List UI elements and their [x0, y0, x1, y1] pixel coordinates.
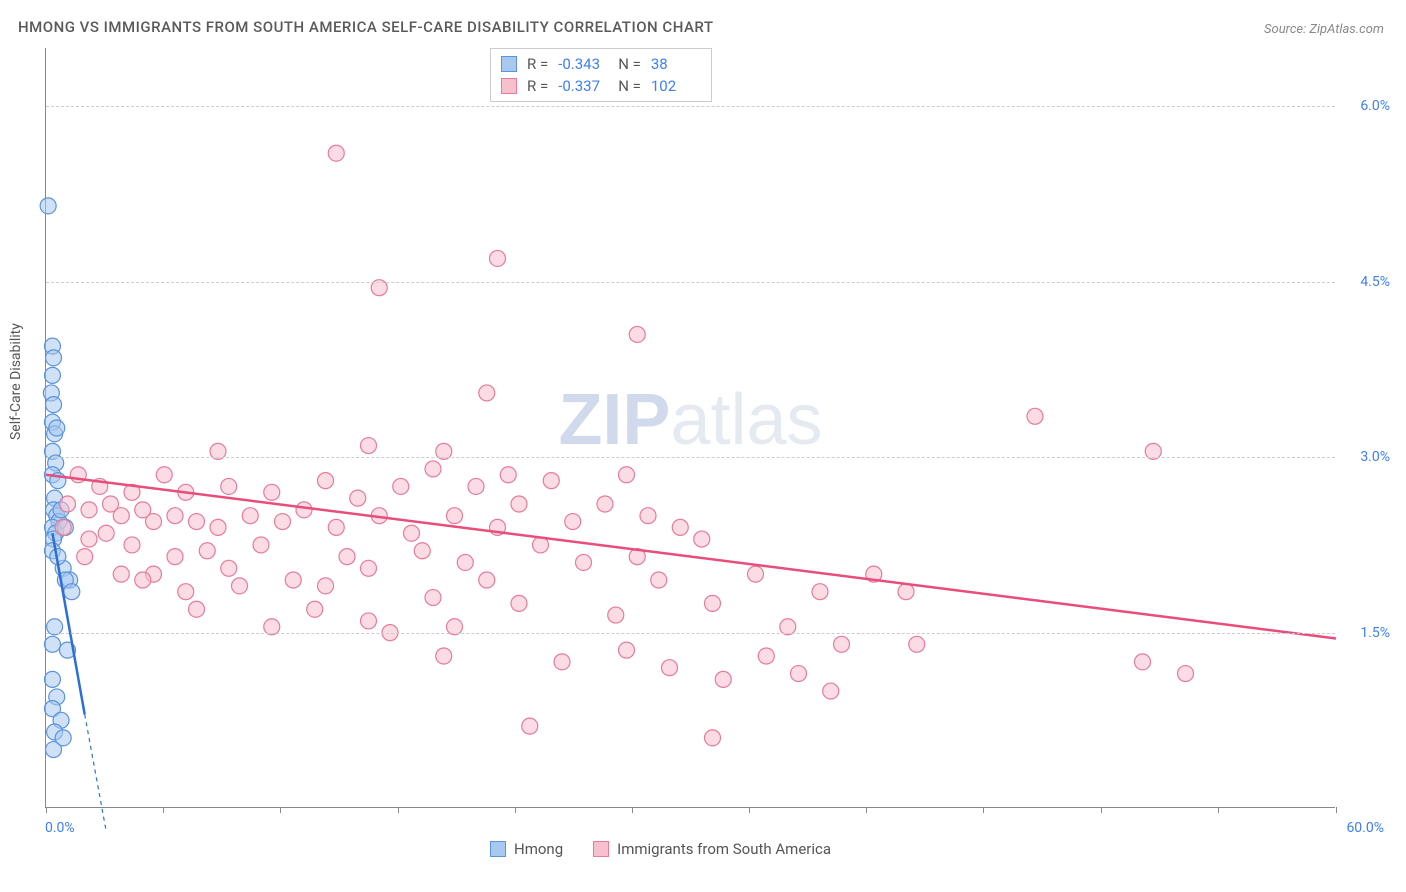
- plot-area: ZIPatlas 1.5%3.0%4.5%6.0%: [45, 48, 1335, 808]
- legend-item-hmong: Hmong: [490, 840, 563, 858]
- stats-row-immigrants: R = -0.337 N = 102: [501, 75, 701, 97]
- y-tick-label: 1.5%: [1360, 625, 1390, 641]
- y-tick-label: 4.5%: [1360, 274, 1390, 290]
- y-axis-label: Self-Care Disability: [8, 323, 24, 440]
- swatch-hmong: [490, 841, 506, 857]
- legend-label-hmong: Hmong: [514, 840, 563, 858]
- stats-row-hmong: R = -0.343 N = 38: [501, 53, 701, 75]
- swatch-immigrants: [593, 841, 609, 857]
- legend-label-immigrants: Immigrants from South America: [617, 840, 831, 858]
- n-value-immigrants: 102: [651, 75, 701, 97]
- x-axis-min-label: 0.0%: [45, 820, 75, 836]
- x-axis-max-label: 60.0%: [1346, 820, 1384, 836]
- n-label: N =: [618, 75, 641, 97]
- n-label: N =: [618, 53, 641, 75]
- chart-title: HMONG VS IMMIGRANTS FROM SOUTH AMERICA S…: [18, 18, 714, 36]
- source-attribution: Source: ZipAtlas.com: [1264, 22, 1384, 37]
- swatch-immigrants: [501, 78, 517, 94]
- swatch-hmong: [501, 56, 517, 72]
- series-legend: Hmong Immigrants from South America: [490, 840, 831, 858]
- scatter-plot-svg: [46, 48, 1335, 807]
- r-label: R =: [527, 75, 548, 97]
- legend-item-immigrants: Immigrants from South America: [593, 840, 831, 858]
- r-label: R =: [527, 53, 548, 75]
- correlation-stats-box: R = -0.343 N = 38 R = -0.337 N = 102: [490, 48, 712, 102]
- r-value-immigrants: -0.337: [558, 75, 608, 97]
- y-tick-label: 6.0%: [1360, 98, 1390, 114]
- r-value-hmong: -0.343: [558, 53, 608, 75]
- y-tick-label: 3.0%: [1360, 449, 1390, 465]
- n-value-hmong: 38: [651, 53, 701, 75]
